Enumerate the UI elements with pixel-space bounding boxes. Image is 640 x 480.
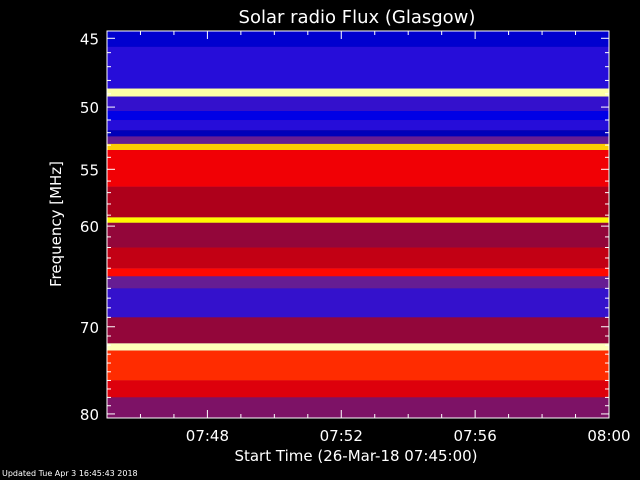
heatmap-band-1 [107, 46, 609, 89]
heatmap-band-13 [107, 247, 609, 269]
y-axis: 45 50 55 60 70 80 [80, 30, 609, 424]
heatmap-band-12 [107, 222, 609, 248]
y-axis-label: Frequency [MHz] [47, 161, 65, 287]
y-tick-label: 50 [80, 99, 99, 117]
heatmap-band-3 [107, 96, 609, 111]
heatmap-band-18 [107, 343, 609, 351]
heatmap-band-16 [107, 288, 609, 318]
updated-timestamp: Updated Tue Apr 3 16:45:43 2018 [2, 469, 138, 478]
y-tick-label: 60 [80, 218, 99, 236]
heatmap-band-17 [107, 317, 609, 344]
heatmap-band-15 [107, 276, 609, 289]
heatmap-band-4 [107, 110, 609, 121]
heatmap-band-7 [107, 136, 609, 144]
heatmap-band-8 [107, 143, 609, 151]
heatmap-band-11 [107, 217, 609, 223]
heatmap-band-20 [107, 380, 609, 398]
heatmap-band-0 [107, 31, 609, 47]
heatmap-band-2 [107, 88, 609, 97]
y-tick-label: 55 [80, 161, 99, 179]
x-axis: 07:48 07:52 07:56 08:00 [106, 31, 631, 445]
heatmap-band-6 [107, 130, 609, 137]
y-tick-label: 70 [80, 319, 99, 337]
chart-title: Solar radio Flux (Glasgow) [239, 7, 476, 28]
plot-frame [106, 30, 610, 419]
x-axis-label: Start Time (26-Mar-18 07:45:00) [234, 447, 477, 465]
heatmap-band-21 [107, 397, 609, 418]
x-tick-label: 07:56 [454, 427, 497, 445]
heatmap-band-10 [107, 186, 609, 218]
heatmap-band-14 [107, 268, 609, 277]
x-tick-label: 08:00 [587, 427, 630, 445]
x-tick-label: 07:52 [320, 427, 363, 445]
y-tick-label: 80 [80, 406, 99, 424]
heatmap-band-5 [107, 120, 609, 131]
heatmap-band-19 [107, 350, 609, 381]
plot-area [106, 30, 610, 419]
y-tick-label: 45 [80, 30, 99, 48]
heatmap-band-9 [107, 150, 609, 187]
x-tick-label: 07:48 [186, 427, 229, 445]
